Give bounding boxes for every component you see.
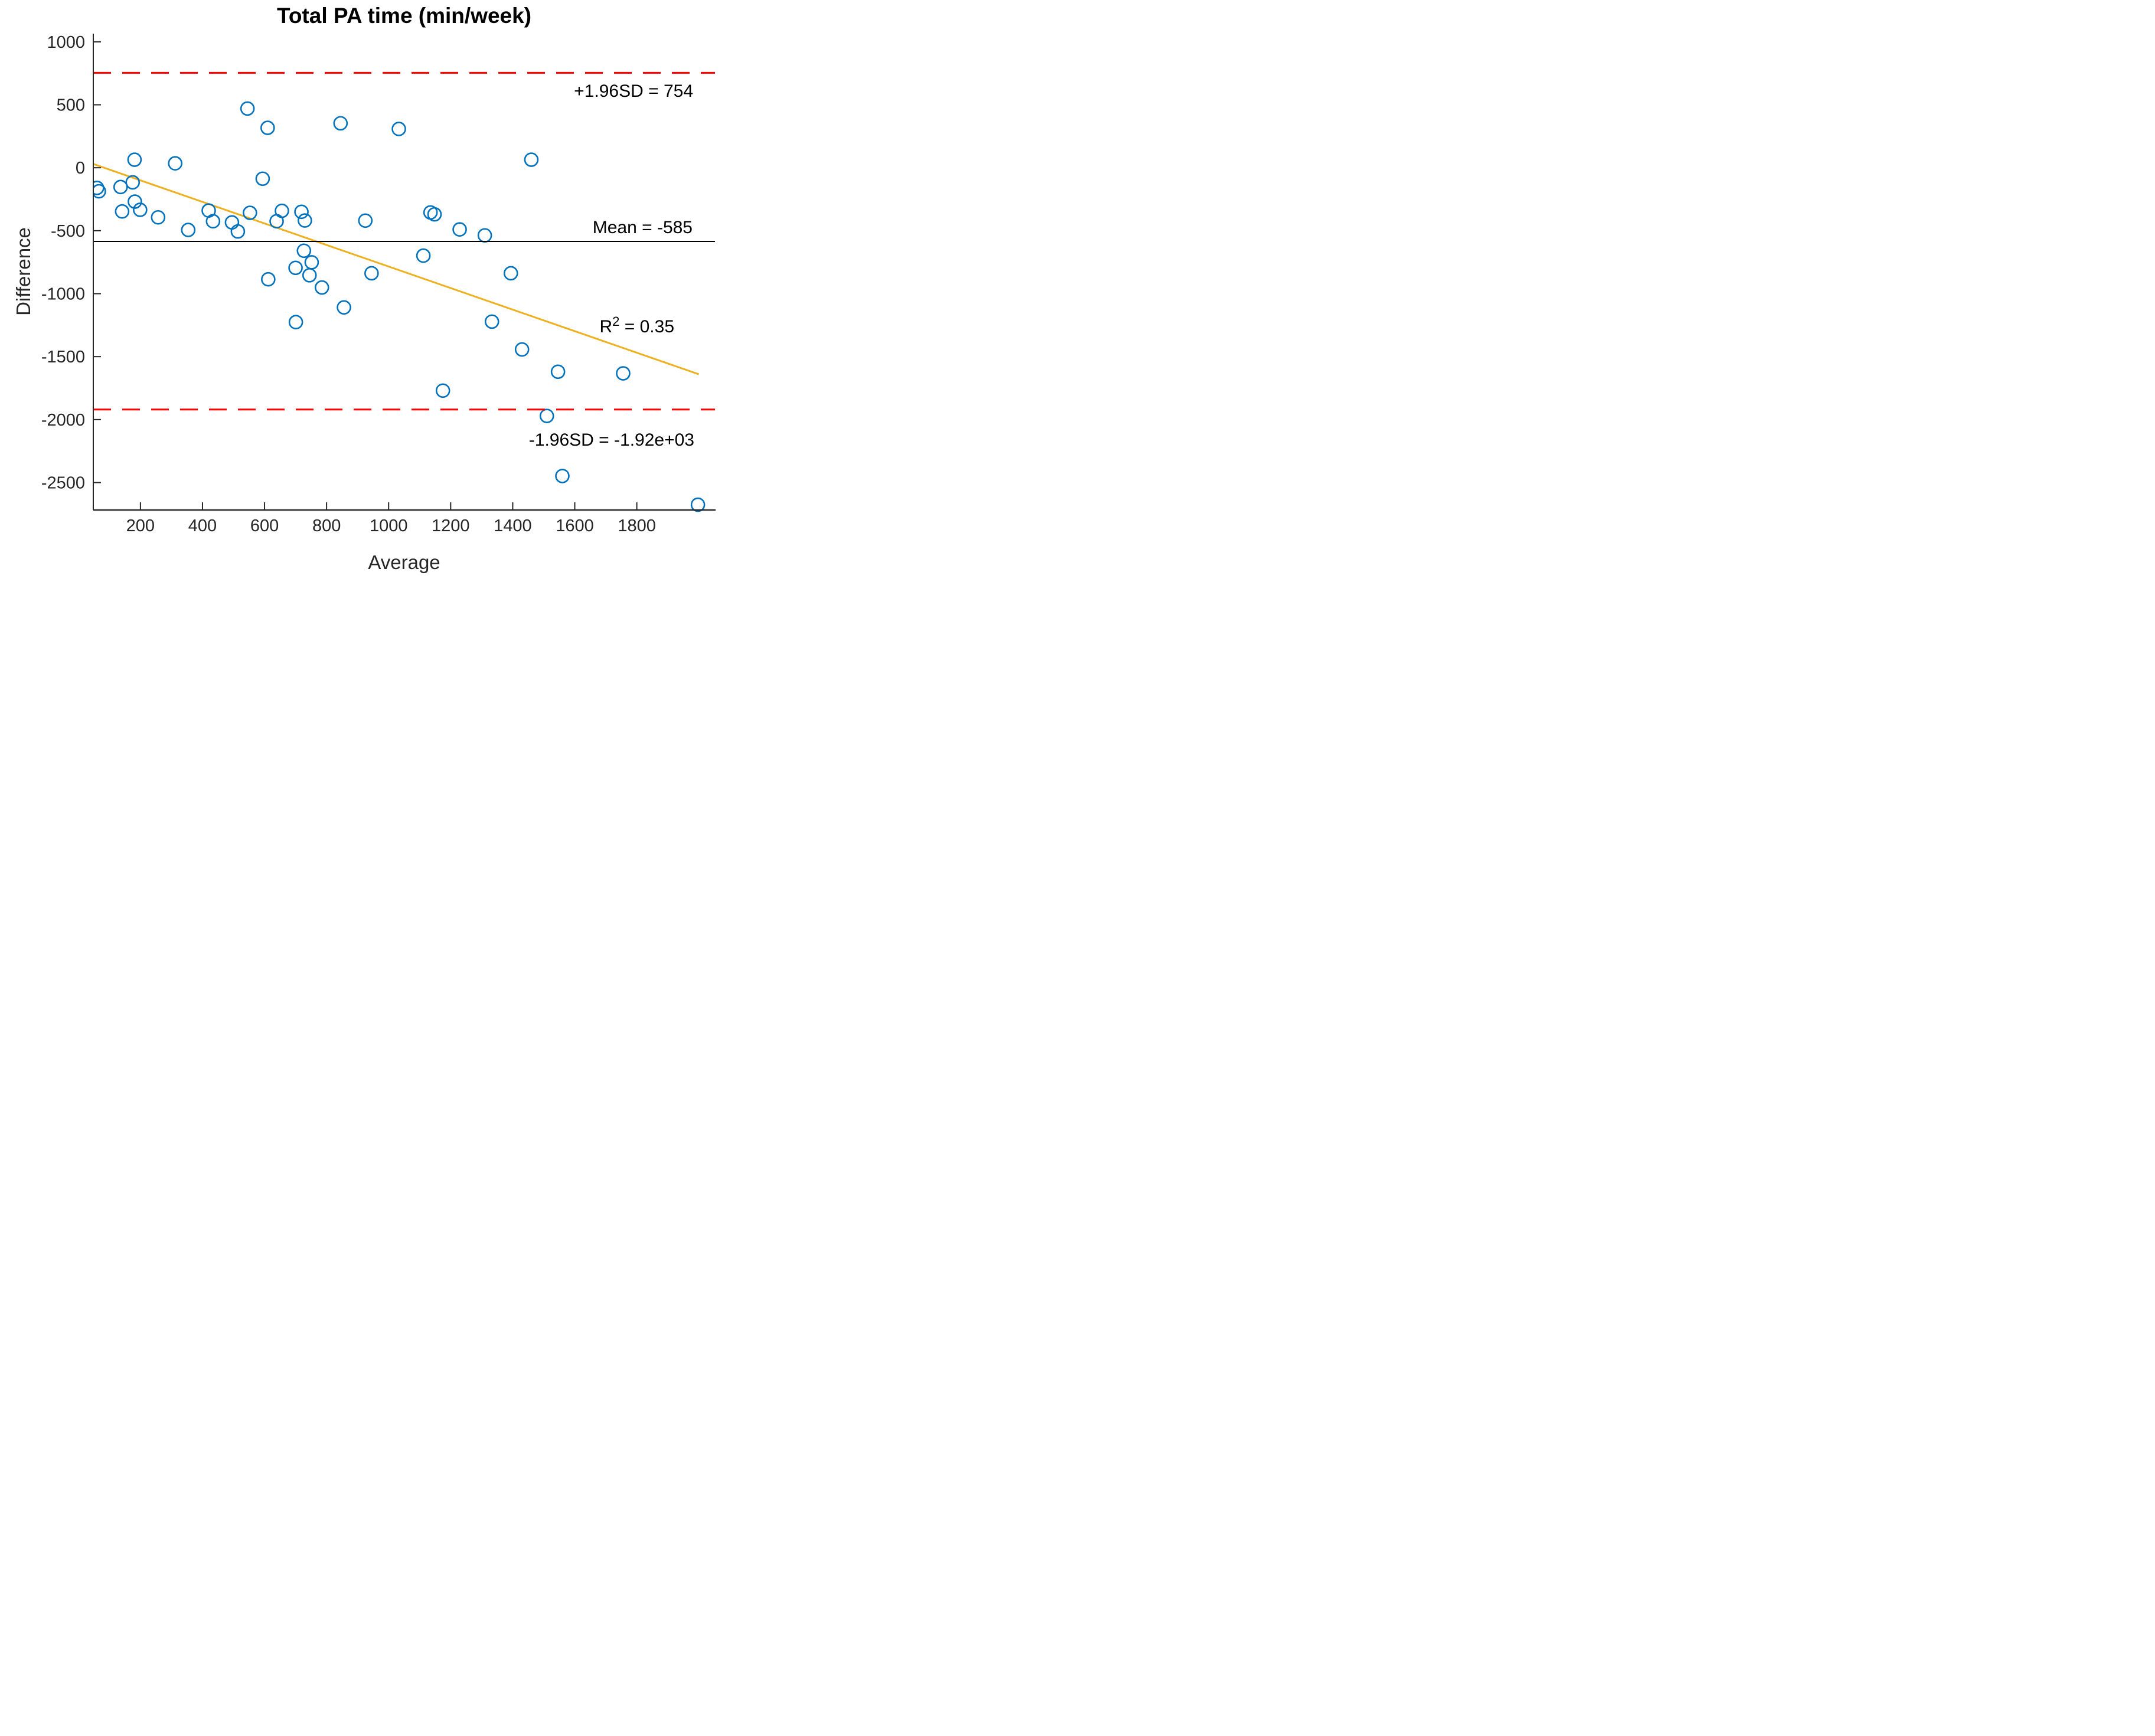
data-point	[224, 215, 240, 230]
data-point	[484, 314, 499, 329]
data-point	[151, 210, 166, 225]
data-point	[113, 179, 128, 195]
data-point	[452, 222, 467, 237]
chart-title: Total PA time (min/week)	[276, 4, 532, 28]
data-point	[93, 181, 105, 195]
data-point	[416, 248, 431, 263]
data-point	[294, 204, 309, 220]
data-point	[302, 268, 317, 283]
data-point	[296, 243, 312, 259]
data-point	[275, 203, 289, 218]
x-tick-label: 200	[126, 516, 155, 535]
x-tick-label: 400	[188, 516, 217, 535]
data-point	[115, 204, 130, 219]
r-squared-exponent: 2	[612, 314, 620, 329]
data-point	[288, 315, 303, 330]
data-point	[260, 120, 275, 135]
x-tick-label: 1800	[618, 516, 656, 535]
data-point	[337, 300, 351, 315]
data-point	[255, 171, 270, 187]
data-point	[550, 364, 566, 380]
data-point	[128, 194, 142, 209]
x-tick-label: 1600	[556, 516, 594, 535]
data-point	[181, 223, 196, 237]
data-point	[261, 272, 276, 287]
r-squared-value: = 0.35	[619, 317, 674, 336]
y-tick-label: -500	[51, 222, 85, 241]
upper-loa-label: +1.96SD = 754	[574, 81, 693, 101]
x-tick-label: 1000	[370, 516, 408, 535]
y-tick-label: -1500	[41, 348, 85, 367]
data-point	[435, 383, 450, 398]
data-point	[243, 205, 257, 220]
data-point	[333, 116, 348, 131]
data-point	[616, 366, 631, 381]
data-point	[524, 152, 539, 167]
data-point	[127, 152, 142, 167]
data-point	[133, 202, 148, 217]
y-tick-label: 1000	[47, 33, 85, 52]
data-point	[427, 207, 442, 222]
x-tick-label: 800	[312, 516, 341, 535]
data-point	[93, 184, 106, 199]
data-point	[168, 156, 183, 171]
plot-data-layer	[93, 101, 706, 512]
lower-loa-label: -1.96SD = -1.92e+03	[528, 430, 694, 450]
y-tick-label: 0	[76, 159, 85, 178]
trend-line	[93, 163, 700, 375]
data-point	[288, 260, 303, 276]
y-tick-label: 500	[57, 96, 85, 115]
data-point	[358, 213, 373, 228]
data-point	[314, 280, 329, 295]
data-point	[304, 255, 319, 270]
data-point	[364, 266, 379, 281]
data-point	[205, 214, 221, 229]
data-point	[477, 228, 492, 243]
x-tick-label: 1200	[432, 516, 470, 535]
x-tick-label: 600	[250, 516, 279, 535]
data-point	[230, 224, 246, 239]
data-point	[391, 122, 406, 136]
data-point	[298, 213, 312, 228]
data-point	[690, 497, 706, 512]
r-squared-label: R2 = 0.35	[600, 314, 675, 337]
bland-altman-figure: Total PA time (min/week) Difference Aver…	[0, 0, 718, 578]
y-tick-label: -2500	[41, 473, 85, 492]
y-tick-label: -2000	[41, 411, 85, 430]
x-tick-label: 1400	[494, 516, 532, 535]
scatter-plot-canvas: 200 400 600 800 1000 1200 1400 1600 1800 1000 500 0…	[41, 33, 716, 535]
data-point	[514, 342, 530, 357]
data-point	[555, 469, 570, 483]
data-point	[125, 175, 141, 190]
data-point	[503, 266, 518, 281]
data-point	[240, 101, 255, 116]
y-tick-label: -1000	[41, 285, 85, 304]
r-squared-base: R	[599, 317, 613, 336]
mean-label: Mean = -585	[592, 218, 693, 237]
x-axis-label: Average	[368, 551, 440, 573]
data-point	[539, 408, 554, 423]
